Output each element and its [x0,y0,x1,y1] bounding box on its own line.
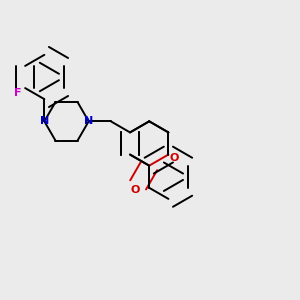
Text: N: N [40,116,49,126]
Text: N: N [84,116,93,126]
Text: O: O [169,153,179,163]
Text: O: O [130,185,140,196]
Text: F: F [14,88,21,98]
